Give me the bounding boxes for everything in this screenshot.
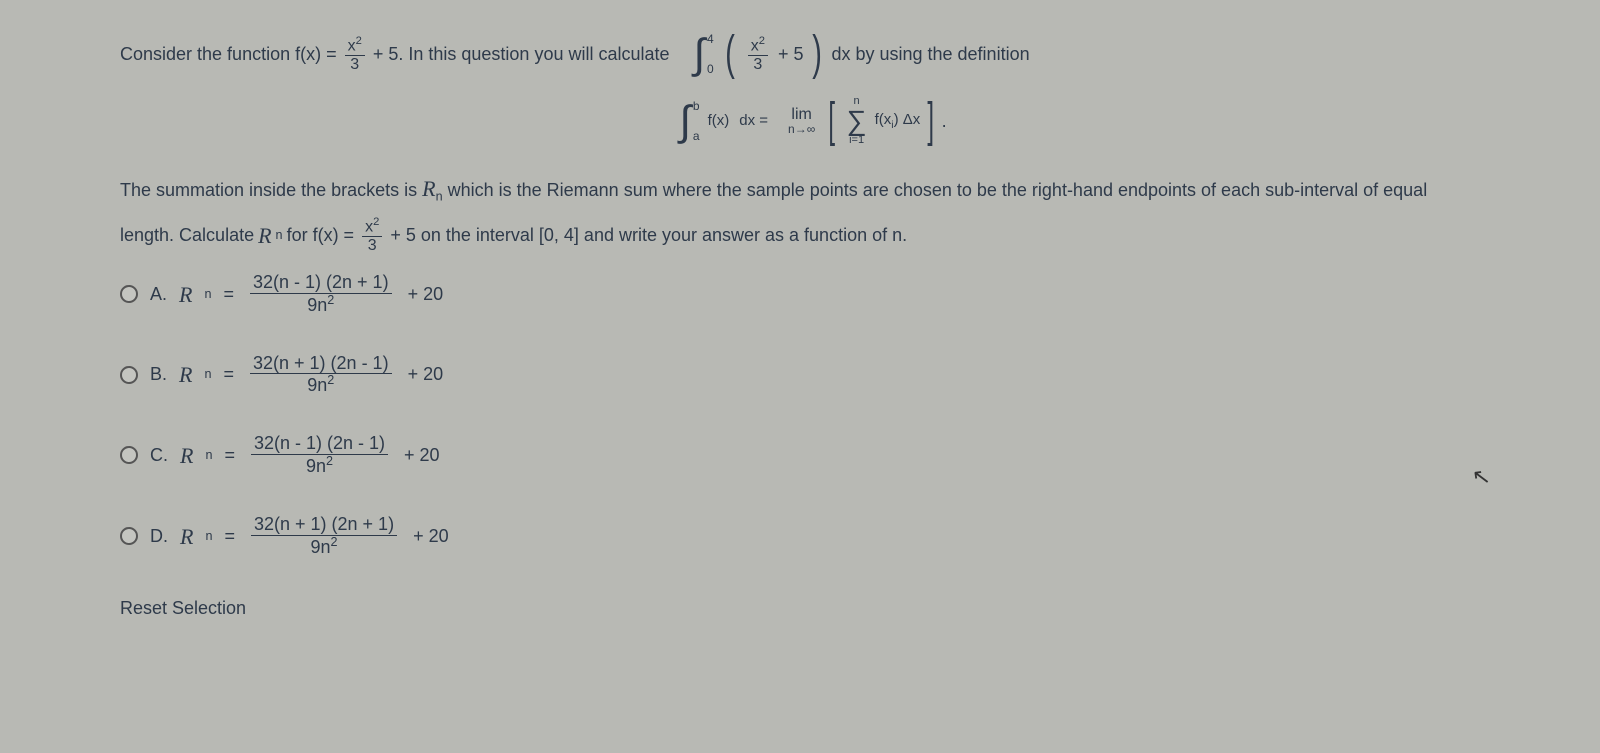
option-a[interactable]: A. Rn = 32(n - 1) (2n + 1) 9n2 + 20	[120, 273, 1500, 316]
integral-limits: 4 0	[707, 32, 714, 76]
option-b[interactable]: B. Rn = 32(n + 1) (2n - 1) 9n2 + 20	[120, 354, 1500, 397]
option-c[interactable]: C. Rn = 32(n - 1) (2n - 1) 9n2 + 20	[120, 434, 1500, 477]
integrand-frac: x2 3	[748, 35, 768, 74]
radio-c[interactable]	[120, 446, 138, 464]
option-d[interactable]: D. Rn = 32(n + 1) (2n + 1) 9n2 + 20	[120, 515, 1500, 558]
option-letter: A.	[150, 281, 167, 308]
para2-frac: x2 3	[362, 216, 382, 255]
para2-line2: length. Calculate Rn for f(x) = x2 3 + 5…	[120, 216, 1500, 255]
paren-left: (	[725, 30, 735, 78]
option-frac: 32(n - 1) (2n - 1) 9n2	[251, 434, 388, 477]
intro-lead: Consider the function f(x) =	[120, 41, 337, 68]
option-letter: B.	[150, 361, 167, 388]
option-frac: 32(n + 1) (2n - 1) 9n2	[250, 354, 392, 397]
option-letter: D.	[150, 523, 168, 550]
intro-line: Consider the function f(x) = x2 3 + 5. I…	[120, 30, 1500, 78]
sq-right: ]	[928, 97, 935, 145]
option-letter: C.	[150, 442, 168, 469]
def-period: .	[942, 108, 947, 135]
sum-block: n ∑ i=1	[847, 96, 867, 146]
sum-body: f(xi) Δx	[875, 109, 921, 134]
intro-plus: + 5. In this question you will calculate	[373, 41, 670, 68]
dx-text: dx by using the definition	[831, 41, 1029, 68]
integral-sign: ∫	[694, 33, 706, 75]
question-body: Consider the function f(x) = x2 3 + 5. I…	[20, 10, 1580, 642]
options-list: A. Rn = 32(n - 1) (2n + 1) 9n2 + 20 B. R…	[120, 273, 1500, 557]
integrand-tail: + 5	[778, 41, 804, 68]
definition-row: ∫ b a f(x) dx = lim n→∞ [ n ∑ i=1 f(xi) …	[120, 96, 1500, 146]
radio-b[interactable]	[120, 366, 138, 384]
limit-block: lim n→∞	[788, 106, 815, 137]
option-frac: 32(n - 1) (2n + 1) 9n2	[250, 273, 392, 316]
radio-d[interactable]	[120, 527, 138, 545]
integral-expr: ∫ 4 0 ( x2 3 + 5 ) dx by using the defin…	[694, 30, 1030, 78]
radio-a[interactable]	[120, 285, 138, 303]
def-integral: ∫ b a f(x) dx =	[679, 99, 772, 143]
sq-left: [	[829, 97, 836, 145]
reset-selection-link[interactable]: Reset Selection	[120, 595, 1500, 622]
para2-line1: The summation inside the brackets is Rn …	[120, 172, 1500, 206]
option-frac: 32(n + 1) (2n + 1) 9n2	[251, 515, 397, 558]
func-frac: x2 3	[345, 35, 365, 74]
cursor-icon: ↖	[1469, 459, 1492, 494]
paren-right: )	[813, 30, 823, 78]
